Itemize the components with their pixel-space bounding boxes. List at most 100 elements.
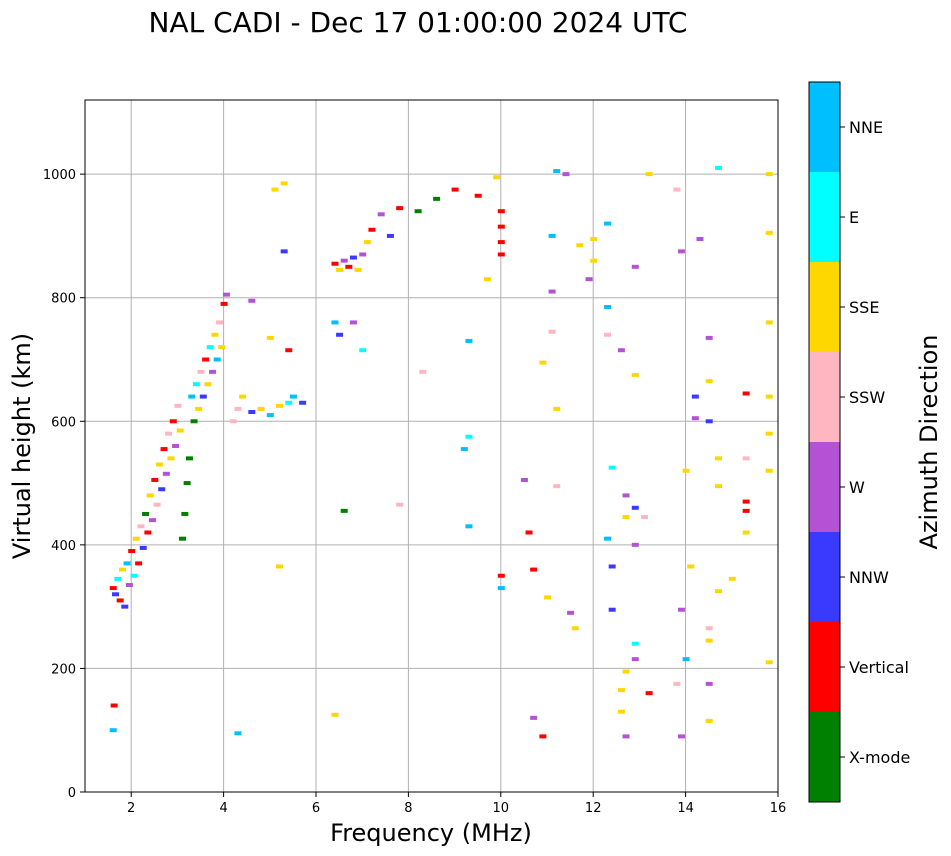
echo-point-vertical <box>742 499 750 504</box>
echo-point-e <box>130 573 138 578</box>
y-tick-label: 0 <box>68 786 76 801</box>
echo-point-sse <box>590 237 598 242</box>
echo-point-nne <box>289 394 297 399</box>
colorbar-segment-ssw <box>809 352 840 442</box>
y-tick-label: 1000 <box>43 168 76 183</box>
echo-point-nnw <box>386 233 394 238</box>
echo-point-sse <box>280 181 288 186</box>
echo-point-sse <box>363 240 371 245</box>
echo-point-w <box>705 335 713 340</box>
echo-point-nnw <box>608 607 616 612</box>
echo-point-nnw <box>608 564 616 569</box>
echo-point-sse <box>336 267 344 272</box>
echo-point-ssw <box>174 403 182 408</box>
echo-point-w <box>125 583 133 588</box>
echo-point-e <box>285 400 293 405</box>
echo-point-nnw <box>280 249 288 254</box>
y-tick-label: 200 <box>51 662 76 677</box>
echo-point-ssw <box>229 419 237 424</box>
echo-point-nne <box>234 731 242 736</box>
colorbar-segment-nne <box>809 82 840 172</box>
echo-point-ssw <box>396 502 404 507</box>
colorbar-tick-label: NNW <box>849 568 889 587</box>
echo-point-vertical <box>135 561 143 566</box>
echo-point-sse <box>553 406 561 411</box>
echo-point-ssw <box>673 187 681 192</box>
echo-point-sse <box>631 372 639 377</box>
x-axis-ticks: 2 4 6 8 10 12 14 16 <box>127 792 786 816</box>
echo-point-sse <box>483 277 491 282</box>
echo-point-w <box>162 471 170 476</box>
colorbar-tick-label: Vertical <box>849 658 909 677</box>
echo-point-vertical <box>497 252 505 257</box>
plot-area <box>85 100 778 792</box>
x-tick-label: 4 <box>219 801 227 816</box>
echo-point-ssw <box>604 332 612 337</box>
echo-point-w <box>622 493 630 498</box>
colorbar-segment-nnw <box>809 532 840 622</box>
y-tick-label: 600 <box>51 415 76 430</box>
chart-title: NAL CADI - Dec 17 01:00:00 2024 UTC <box>149 6 688 39</box>
echo-point-ssw <box>234 406 242 411</box>
x-tick-label: 12 <box>585 801 602 816</box>
colorbar-tick-label: X-mode <box>849 748 910 767</box>
echo-point-w <box>677 734 685 739</box>
echo-point-sse <box>132 536 140 541</box>
echo-point-sse <box>493 175 501 180</box>
echo-point-ssw <box>548 329 556 334</box>
echo-point-vertical <box>110 703 118 708</box>
echo-point-e <box>359 348 367 353</box>
echo-point-sse <box>571 626 579 631</box>
colorbar-frame <box>808 81 841 803</box>
echo-point-e <box>714 165 722 170</box>
echo-point-nnw <box>299 400 307 405</box>
echo-point-nnw <box>631 505 639 510</box>
echo-point-sse <box>714 484 722 489</box>
colorbar-tick-label: NNE <box>849 118 883 137</box>
echo-point-x-mode <box>181 511 189 516</box>
echo-point-ssw <box>641 515 649 520</box>
echo-point-sse <box>276 403 284 408</box>
echo-point-nne <box>604 536 612 541</box>
echo-point-w <box>585 277 593 282</box>
echo-point-sse <box>176 428 184 433</box>
colorbar-segment-w <box>809 442 840 532</box>
echo-point-x-mode <box>340 508 348 513</box>
echo-point-w <box>567 610 575 615</box>
y-axis-label: Virtual height (km) <box>8 333 36 559</box>
echo-point-sse <box>728 576 736 581</box>
echo-point-sse <box>617 709 625 714</box>
echo-point-w <box>631 264 639 269</box>
x-tick-label: 16 <box>770 801 787 816</box>
echo-point-sse <box>682 468 690 473</box>
echo-point-vertical <box>742 508 750 513</box>
echo-point-nnw <box>349 255 357 260</box>
echo-point-w <box>359 252 367 257</box>
echo-point-nnw <box>158 487 166 492</box>
grid-lines <box>85 100 779 793</box>
echo-point-sse <box>765 660 773 665</box>
echo-point-w <box>148 518 156 523</box>
colorbar-segment-sse <box>809 262 840 352</box>
echo-point-nne <box>604 304 612 309</box>
echo-point-sse <box>765 394 773 399</box>
echo-point-sse <box>742 530 750 535</box>
echo-point-x-mode <box>183 481 191 486</box>
echo-point-w <box>209 369 217 374</box>
echo-point-nne <box>460 447 468 452</box>
echo-point-w <box>377 212 385 217</box>
echo-point-nne <box>123 561 131 566</box>
echo-point-vertical <box>285 348 293 353</box>
echo-point-nne <box>331 320 339 325</box>
echo-point-sse <box>544 595 551 600</box>
echo-point-e <box>206 345 214 350</box>
echo-point-nne <box>465 338 473 343</box>
x-tick-label: 2 <box>127 801 135 816</box>
echo-point-w <box>677 607 685 612</box>
x-tick-label: 10 <box>493 801 510 816</box>
echo-point-sse <box>765 172 773 177</box>
echo-point-nnw <box>248 410 256 415</box>
echo-point-sse <box>218 345 226 350</box>
echo-point-ssw <box>742 456 750 461</box>
echo-point-vertical <box>151 477 159 482</box>
